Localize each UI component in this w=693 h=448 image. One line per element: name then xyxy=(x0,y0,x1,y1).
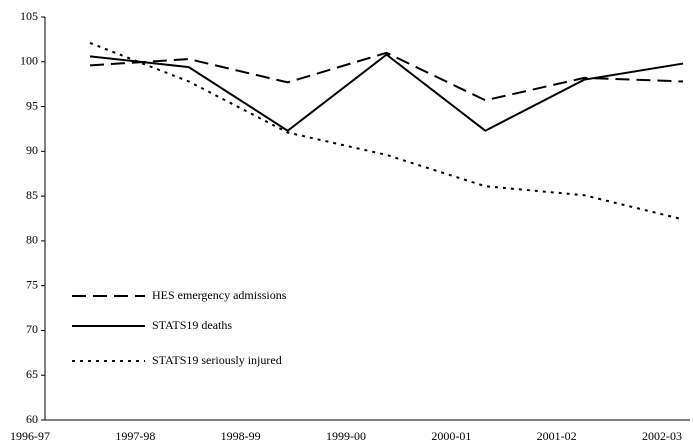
y-tick-label: 100 xyxy=(20,54,38,68)
y-tick-label: 80 xyxy=(26,233,38,247)
x-tick-label: 2001-02 xyxy=(537,429,577,443)
y-tick-label: 65 xyxy=(26,367,38,381)
y-tick-label: 60 xyxy=(26,412,38,426)
legend-label: STATS19 seriously injured xyxy=(152,353,282,367)
x-tick-label: 1996-97 xyxy=(10,429,50,443)
y-tick-label: 105 xyxy=(20,9,38,23)
y-tick-label: 95 xyxy=(26,98,38,112)
series-line xyxy=(89,51,684,102)
x-tick-label: 2000-01 xyxy=(431,429,471,443)
x-tick-label: 1997-98 xyxy=(115,429,155,443)
y-tick-label: 75 xyxy=(26,277,38,291)
series-line xyxy=(89,42,684,221)
x-tick-label: 1998-99 xyxy=(221,429,261,443)
x-tick-label: 1999-00 xyxy=(326,429,366,443)
legend-label: HES emergency admissions xyxy=(152,288,287,302)
y-tick-label: 85 xyxy=(26,188,38,202)
y-tick-label: 90 xyxy=(26,143,38,157)
series-line xyxy=(89,53,684,132)
x-tick-label: 2002-03 xyxy=(642,429,682,443)
legend-label: STATS19 deaths xyxy=(152,318,232,332)
y-tick-label: 70 xyxy=(26,322,38,336)
